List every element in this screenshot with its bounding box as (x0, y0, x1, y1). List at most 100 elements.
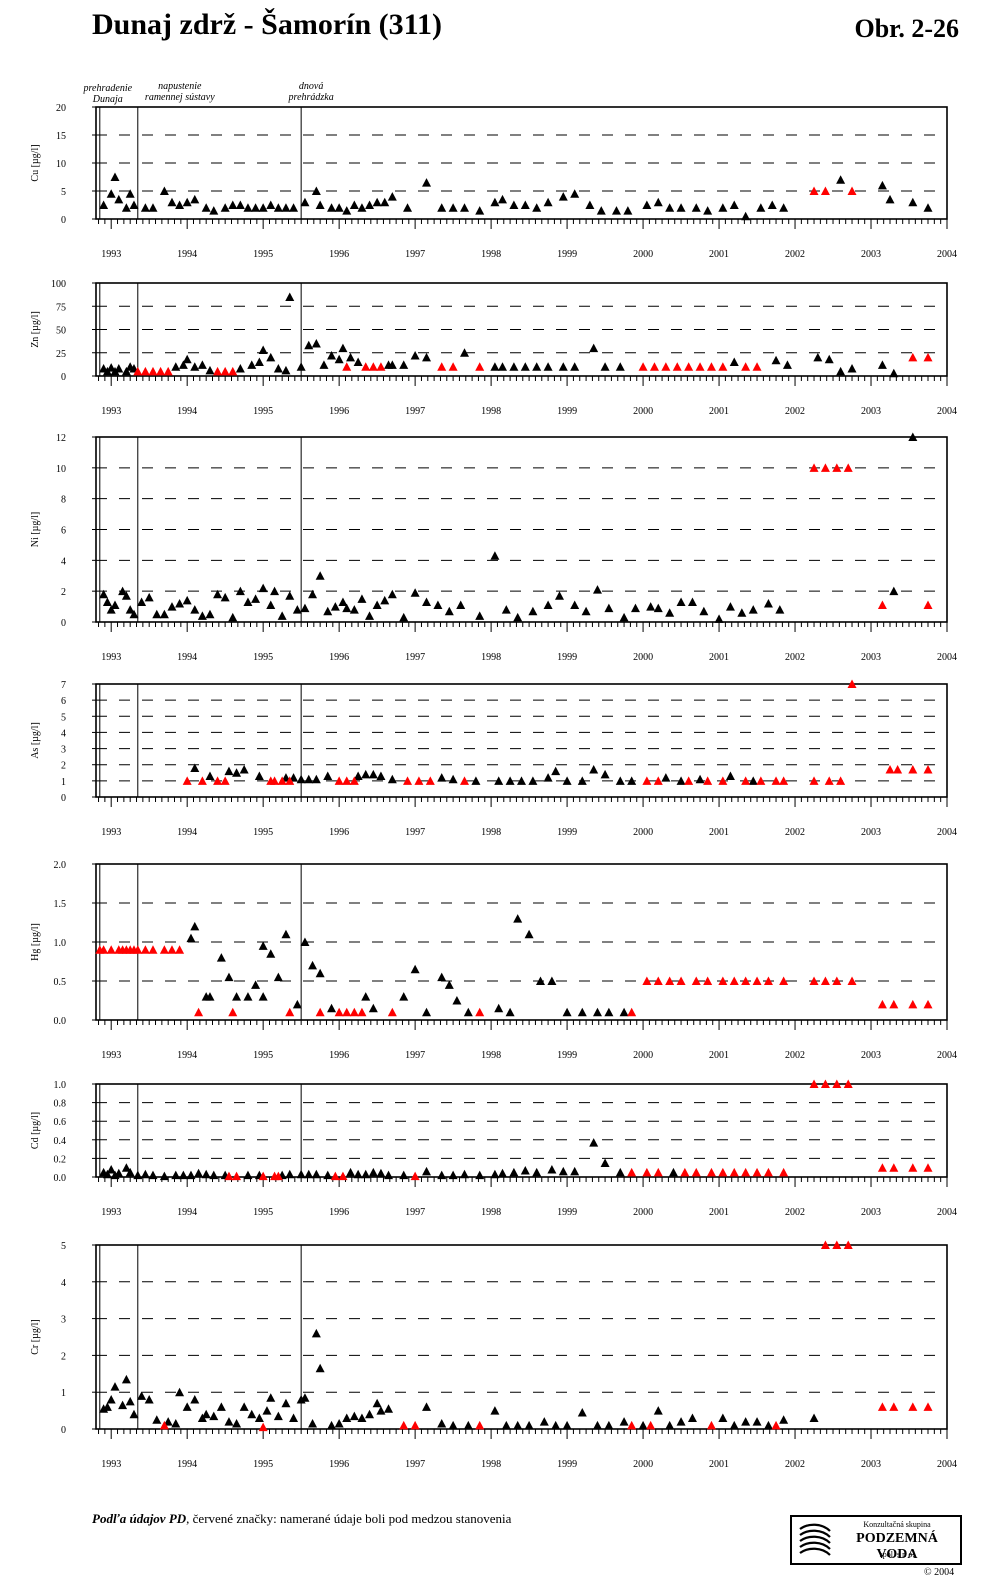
data-point (243, 992, 253, 1001)
data-point-bdl (889, 1402, 899, 1411)
data-point (308, 589, 318, 599)
data-point-bdl (908, 765, 918, 774)
data-point-bdl (877, 1402, 887, 1411)
y-tick-label: 10 (56, 464, 66, 475)
y-tick-label: 0.5 (54, 977, 67, 988)
data-point (327, 351, 337, 360)
data-point (604, 603, 614, 613)
data-point (266, 1393, 276, 1402)
data-point (296, 362, 306, 371)
data-point (277, 611, 287, 620)
data-point (289, 203, 299, 212)
data-point (600, 1158, 610, 1168)
data-point (201, 1409, 211, 1419)
data-point (353, 1169, 363, 1179)
data-point (433, 600, 443, 610)
x-tick-label: 1995 (253, 1459, 273, 1470)
data-point (357, 1413, 367, 1422)
data-point (422, 1166, 432, 1176)
x-tick-label: 1996 (329, 1207, 349, 1218)
data-point (668, 1167, 678, 1177)
data-point (729, 357, 739, 367)
data-point (159, 186, 169, 195)
x-tick-label: 1994 (177, 652, 197, 663)
event-label: prehrádzka (288, 92, 334, 103)
x-tick-label: 1994 (177, 1459, 197, 1470)
y-tick-label: 5 (61, 712, 66, 723)
data-point (570, 362, 580, 371)
data-point (676, 776, 686, 785)
x-tick-label: 1997 (405, 406, 425, 417)
data-point (171, 362, 181, 371)
data-point-bdl (676, 976, 686, 985)
data-point (338, 343, 348, 353)
x-tick-label: 1999 (557, 1459, 577, 1470)
x-tick-label: 2003 (861, 406, 881, 417)
data-point (289, 1413, 299, 1422)
x-tick-label: 2003 (861, 827, 881, 838)
data-point (448, 1170, 458, 1180)
data-point-bdl (729, 976, 739, 985)
x-tick-label: 2000 (633, 652, 653, 663)
data-point-bdl (228, 366, 238, 376)
x-tick-label: 1993 (101, 652, 121, 663)
data-point (357, 203, 367, 212)
x-tick-label: 1994 (177, 406, 197, 417)
data-point-bdl (843, 463, 853, 472)
data-point (509, 362, 519, 371)
data-point (190, 763, 200, 772)
x-tick-label: 1999 (557, 249, 577, 260)
data-point-bdl (832, 1240, 842, 1249)
x-tick-label: 2001 (709, 406, 729, 417)
data-point-bdl (923, 352, 933, 362)
y-tick-label: 2.0 (54, 860, 67, 871)
data-point (718, 1413, 728, 1422)
data-point (676, 597, 686, 606)
data-point (137, 1391, 147, 1400)
footnote-text: , červené značky: namerané údaje boli po… (186, 1511, 512, 1526)
data-point-bdl (228, 1007, 238, 1017)
data-point-bdl (357, 1007, 367, 1017)
data-point-bdl (285, 776, 295, 785)
data-point (604, 1007, 614, 1017)
y-tick-label: 3 (61, 1315, 66, 1326)
data-point-bdl (140, 366, 150, 376)
data-point (387, 774, 397, 784)
x-tick-label: 1994 (177, 1050, 197, 1061)
data-point (349, 200, 359, 209)
y-tick-label: 4 (61, 556, 66, 567)
data-point-bdl (99, 945, 109, 954)
data-point (175, 599, 185, 608)
panel-1: 0 5 10 15 20 Cu [µg/l] 1993 1994 1995 1996 1997 199… (30, 81, 957, 260)
data-point-bdl (718, 776, 728, 785)
data-point (611, 206, 621, 215)
data-point (323, 771, 333, 781)
data-point (513, 612, 523, 622)
footnote-source: Podľa údajov PD (92, 1511, 187, 1526)
chart-title: Dunaj zdrž - Šamorín (311) (92, 8, 442, 41)
data-point (300, 197, 310, 207)
data-point (494, 776, 504, 785)
x-tick-label: 1997 (405, 1459, 425, 1470)
data-point (528, 776, 538, 785)
data-point-bdl (889, 1163, 899, 1172)
x-tick-label: 2003 (861, 249, 881, 260)
x-tick-label: 2004 (937, 1050, 957, 1061)
data-point (448, 1420, 458, 1430)
data-point-bdl (334, 776, 344, 785)
data-point (327, 1003, 337, 1013)
data-point-bdl (159, 945, 169, 954)
data-point (779, 203, 789, 212)
data-point (877, 180, 887, 190)
data-point-bdl (809, 976, 819, 985)
data-point (581, 606, 591, 616)
data-point (125, 1167, 135, 1177)
data-point-bdl (691, 976, 701, 985)
data-point (194, 1168, 204, 1178)
data-point (346, 1167, 356, 1177)
data-point (258, 203, 268, 212)
data-point (201, 1169, 211, 1179)
data-point (562, 776, 572, 785)
data-point (619, 1007, 629, 1017)
data-point-bdl (820, 1240, 830, 1249)
